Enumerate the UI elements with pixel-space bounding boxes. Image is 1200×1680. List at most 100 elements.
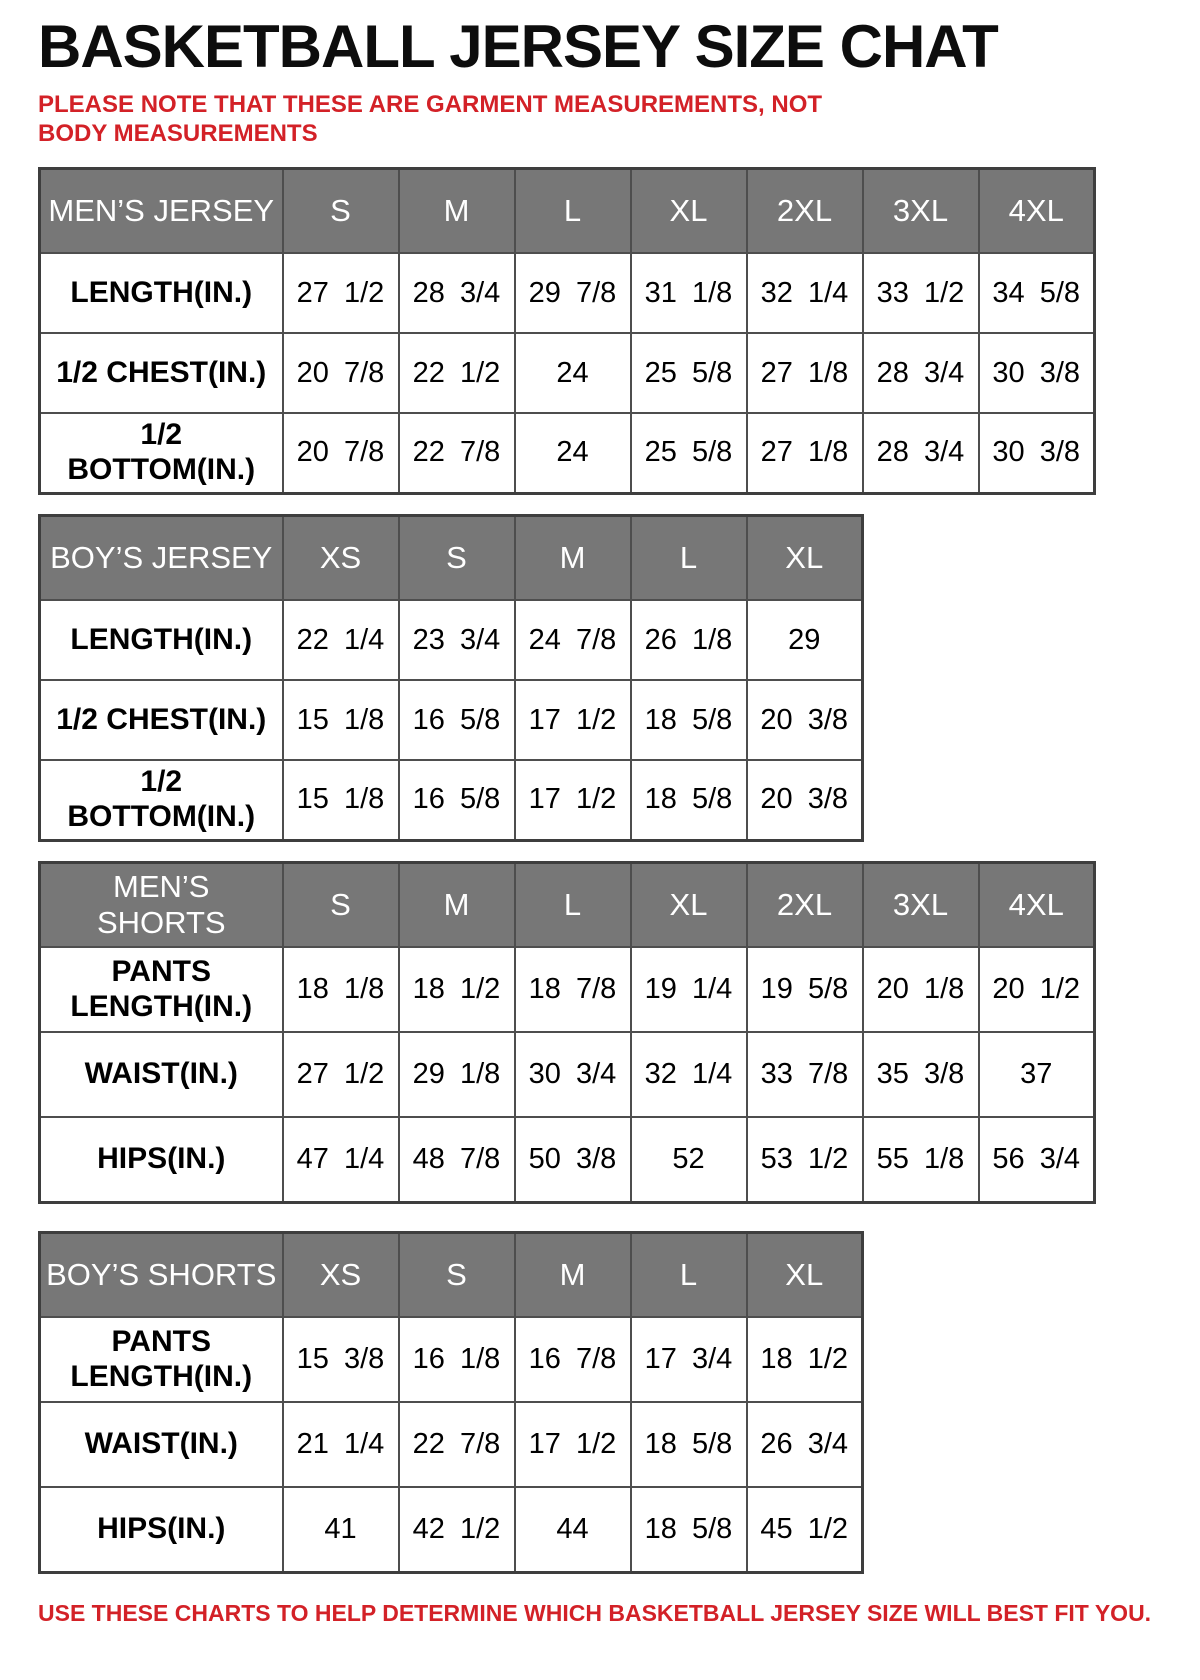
size-header-cell: L — [513, 167, 632, 255]
size-header-cell: XL — [745, 1231, 864, 1319]
value-cell: 28 3/4 — [397, 252, 516, 335]
mens-jersey-table: MEN’S JERSEY S M L XL 2XL 3XL 4XL LENGTH(IN.) 27 … — [38, 166, 1096, 495]
table-row: 1/2 BOTTOM(IN.) 20 7/8 22 7/8 24 25 5/8 27 1/… — [38, 412, 1096, 495]
value-cell: 20 3/8 — [745, 679, 864, 762]
value-cell: 29 7/8 — [513, 252, 632, 335]
size-header-cell: S — [397, 514, 516, 602]
value-cell: 25 5/8 — [629, 412, 748, 495]
value-cell: 27 1/2 — [281, 252, 400, 335]
value-cell: 30 3/8 — [977, 332, 1096, 415]
value-cell: 33 1/2 — [861, 252, 980, 335]
value-cell: 24 7/8 — [513, 599, 632, 682]
value-cell: 28 3/4 — [861, 332, 980, 415]
table-row: PANTS LENGTH(IN.) 18 1/8 18 1/2 18 7/8 19 1/… — [38, 946, 1096, 1034]
value-cell: 50 3/8 — [513, 1116, 632, 1204]
page-title: BASKETBALL JERSEY SIZE CHAT — [38, 13, 999, 80]
value-cell: 17 3/4 — [629, 1316, 748, 1404]
size-header-cell: 3XL — [861, 167, 980, 255]
value-cell: 18 5/8 — [629, 759, 748, 842]
value-cell: 55 1/8 — [861, 1116, 980, 1204]
table-row: 1/2 CHEST(IN.) 15 1/8 16 5/8 17 1/2 18 5/8 20… — [38, 679, 864, 762]
header-row: BOY’S SHORTS XS S M L XL — [38, 1231, 864, 1319]
size-header-cell: XL — [629, 167, 748, 255]
value-cell: 53 1/2 — [745, 1116, 864, 1204]
value-cell: 21 1/4 — [281, 1401, 400, 1489]
table-row: HIPS(IN.) 47 1/4 48 7/8 50 3/8 52 53 1/2 55 1/… — [38, 1116, 1096, 1204]
value-cell: 34 5/8 — [977, 252, 1096, 335]
value-cell: 44 — [513, 1486, 632, 1574]
value-cell: 16 7/8 — [513, 1316, 632, 1404]
table-row: 1/2 BOTTOM(IN.) 15 1/8 16 5/8 17 1/2 18 5/8 2… — [38, 759, 864, 842]
value-cell: 19 1/4 — [629, 946, 748, 1034]
row-label-cell: LENGTH(IN.) — [38, 599, 284, 682]
row-label-cell: 1/2 BOTTOM(IN.) — [38, 412, 284, 495]
size-header-cell: L — [513, 861, 632, 949]
value-cell: 23 3/4 — [397, 599, 516, 682]
value-cell: 18 1/2 — [397, 946, 516, 1034]
size-header-cell: 4XL — [977, 861, 1096, 949]
table-title-cell: BOY’S SHORTS — [38, 1231, 284, 1319]
value-cell: 37 — [977, 1031, 1096, 1119]
row-label-cell: LENGTH(IN.) — [38, 252, 284, 335]
value-cell: 30 3/4 — [513, 1031, 632, 1119]
value-cell: 18 1/8 — [281, 946, 400, 1034]
size-header-cell: XS — [281, 1231, 400, 1319]
table-row: PANTS LENGTH(IN.) 15 3/8 16 1/8 16 7/8 17 3/… — [38, 1316, 864, 1404]
size-header-cell: 4XL — [977, 167, 1096, 255]
value-cell: 24 — [513, 332, 632, 415]
row-label-cell: WAIST(IN.) — [38, 1401, 284, 1489]
table-row: LENGTH(IN.) 22 1/4 23 3/4 24 7/8 26 1/8 29 — [38, 599, 864, 682]
value-cell: 56 3/4 — [977, 1116, 1096, 1204]
row-label-cell: PANTS LENGTH(IN.) — [38, 946, 284, 1034]
size-header-cell: L — [629, 1231, 748, 1319]
value-cell: 27 1/8 — [745, 412, 864, 495]
value-cell: 41 — [281, 1486, 400, 1574]
size-header-cell: M — [397, 861, 516, 949]
value-cell: 18 1/2 — [745, 1316, 864, 1404]
value-cell: 22 1/4 — [281, 599, 400, 682]
size-header-cell: M — [513, 514, 632, 602]
value-cell: 31 1/8 — [629, 252, 748, 335]
boys-shorts-table: BOY’S SHORTS XS S M L XL PANTS LENGTH(IN.) 15 3… — [38, 1230, 864, 1574]
value-cell: 18 5/8 — [629, 1401, 748, 1489]
value-cell: 29 1/8 — [397, 1031, 516, 1119]
value-cell: 15 3/8 — [281, 1316, 400, 1404]
size-header-cell: L — [629, 514, 748, 602]
size-header-cell: XL — [745, 514, 864, 602]
value-cell: 18 5/8 — [629, 679, 748, 762]
header-row: MEN’S SHORTS S M L XL 2XL 3XL 4XL — [38, 861, 1096, 949]
footer-note: USE THESE CHARTS TO HELP DETERMINE WHICH… — [38, 1599, 1152, 1626]
value-cell: 19 5/8 — [745, 946, 864, 1034]
value-cell: 18 5/8 — [629, 1486, 748, 1574]
table-title-cell: MEN’S JERSEY — [38, 167, 284, 255]
table-row: 1/2 CHEST(IN.) 20 7/8 22 1/2 24 25 5/8 27 1/8… — [38, 332, 1096, 415]
size-header-cell: S — [281, 167, 400, 255]
row-label-cell: 1/2 CHEST(IN.) — [38, 332, 284, 415]
row-label-cell: WAIST(IN.) — [38, 1031, 284, 1119]
mens-shorts-table: MEN’S SHORTS S M L XL 2XL 3XL 4XL PANTS LENGTH(I… — [38, 860, 1096, 1204]
table-title-cell: MEN’S SHORTS — [38, 861, 284, 949]
value-cell: 27 1/2 — [281, 1031, 400, 1119]
value-cell: 32 1/4 — [629, 1031, 748, 1119]
value-cell: 20 3/8 — [745, 759, 864, 842]
value-cell: 20 7/8 — [281, 412, 400, 495]
size-header-cell: S — [397, 1231, 516, 1319]
value-cell: 17 1/2 — [513, 759, 632, 842]
size-header-cell: S — [281, 861, 400, 949]
value-cell: 48 7/8 — [397, 1116, 516, 1204]
value-cell: 16 5/8 — [397, 679, 516, 762]
value-cell: 22 7/8 — [397, 412, 516, 495]
value-cell: 26 1/8 — [629, 599, 748, 682]
value-cell: 45 1/2 — [745, 1486, 864, 1574]
value-cell: 47 1/4 — [281, 1116, 400, 1204]
value-cell: 24 — [513, 412, 632, 495]
value-cell: 42 1/2 — [397, 1486, 516, 1574]
table-title-cell: BOY’S JERSEY — [38, 514, 284, 602]
value-cell: 52 — [629, 1116, 748, 1204]
garment-measurement-note: PLEASE NOTE THAT THESE ARE GARMENT MEASU… — [38, 91, 823, 148]
size-header-cell: XS — [281, 514, 400, 602]
value-cell: 33 7/8 — [745, 1031, 864, 1119]
size-header-cell: XL — [629, 861, 748, 949]
value-cell: 26 3/4 — [745, 1401, 864, 1489]
